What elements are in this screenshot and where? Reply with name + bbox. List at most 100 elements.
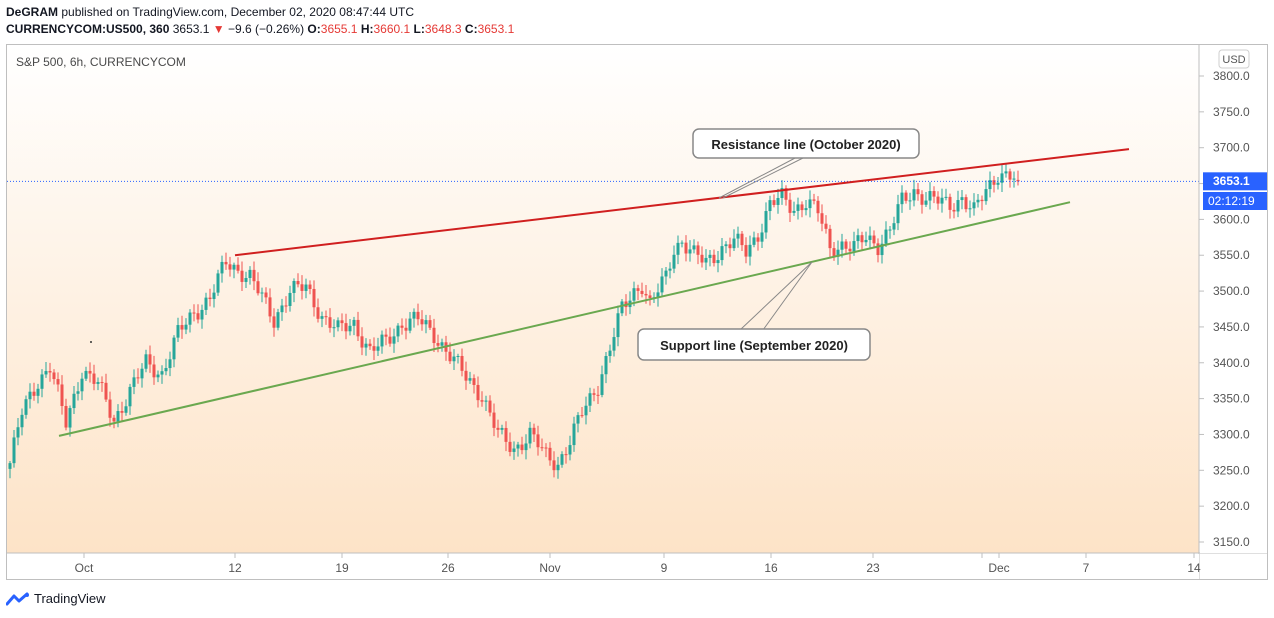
support-line[interactable] (58, 201, 1071, 437)
candle-body (108, 399, 112, 418)
candle-body (284, 305, 288, 307)
candle-body (28, 391, 32, 400)
candle-body (972, 202, 976, 209)
resistance-label: Resistance line (October 2020) (711, 137, 900, 152)
candle-body (56, 379, 60, 385)
candle-body (392, 336, 396, 344)
support-callout[interactable]: Support line (September 2020) (637, 261, 871, 361)
candle-body (488, 400, 492, 413)
candle-body (916, 189, 920, 195)
candle-body (792, 210, 796, 213)
candle-body (524, 443, 528, 451)
time-axis[interactable] (7, 554, 1199, 580)
time-tick-label: 7 (1083, 561, 1090, 575)
candle-body (48, 371, 52, 373)
candle-body (852, 241, 856, 252)
candle-body (960, 197, 964, 201)
candle-body (316, 307, 320, 319)
candle-body (724, 244, 728, 247)
candle-body (932, 191, 936, 197)
candle-body (820, 213, 824, 224)
candle-body (456, 355, 460, 357)
chart-container[interactable]: Resistance line (October 2020) Support l… (6, 44, 1268, 580)
candle-body (992, 180, 996, 185)
candle-body (164, 368, 168, 372)
candle-body (684, 242, 688, 254)
candle-body (576, 415, 580, 424)
high-label: H: (360, 22, 374, 36)
candle-body (828, 228, 832, 249)
branding-text: TradingView (34, 591, 106, 606)
candle-body (884, 229, 888, 244)
candle-body (980, 199, 984, 202)
candle-body (100, 382, 104, 384)
candle-body (748, 244, 752, 257)
candle-body (648, 295, 652, 299)
candle-body (384, 334, 388, 337)
candle-body (720, 246, 724, 261)
candle-body (996, 182, 1000, 185)
candle-body (920, 194, 924, 205)
tradingview-branding[interactable]: TradingView (6, 591, 106, 606)
candle-body (512, 448, 516, 452)
candle-body (320, 316, 324, 319)
time-axis-ticks: Oct 12 19 26 Nov 9 16 23 Dec 7 14 (75, 553, 1201, 575)
candle-body (928, 191, 932, 201)
candle-body (552, 460, 556, 471)
candle-body (768, 200, 772, 212)
close-label: C: (464, 22, 478, 36)
time-tick-label: Dec (988, 561, 1009, 575)
candle-body (528, 427, 532, 444)
candle-body (716, 260, 720, 264)
candle-body (764, 211, 768, 233)
candle-body (772, 200, 776, 205)
candle-body (364, 343, 368, 348)
candle-body (208, 297, 212, 300)
price-tick-label: 3300.0 (1213, 427, 1250, 441)
candle-body (336, 320, 340, 328)
candle-body (88, 370, 92, 374)
candle-body (224, 261, 228, 265)
candle-body (92, 373, 96, 384)
candle-body (756, 237, 760, 242)
candle-body (188, 312, 192, 325)
candle-body (564, 454, 568, 456)
candle-body (844, 241, 848, 249)
candle-body (452, 356, 456, 362)
open-label: O: (307, 22, 321, 36)
candle-body (12, 437, 16, 464)
candle-body (180, 325, 184, 330)
candle-body (572, 423, 576, 446)
candle-body (400, 325, 404, 328)
plot-background (7, 45, 1199, 553)
candlestick-chart[interactable]: Resistance line (October 2020) Support l… (7, 45, 1268, 580)
price-axis[interactable] (1200, 45, 1268, 553)
candle-body (668, 268, 672, 271)
last-price-text: 3653.1 (172, 22, 210, 36)
resistance-line[interactable] (234, 148, 1130, 257)
candle-body (260, 292, 264, 294)
candle-body (904, 192, 908, 201)
candle-body (240, 270, 244, 282)
candle-body (700, 254, 704, 263)
candle-body (196, 313, 200, 320)
resistance-callout[interactable]: Resistance line (October 2020) (692, 128, 920, 199)
candle-body (148, 354, 152, 365)
price-tick-label: 3250.0 (1213, 463, 1250, 477)
published-text: published on TradingView.com, December 0… (61, 5, 415, 19)
candle-body (80, 378, 84, 392)
time-tick-label: 23 (866, 561, 880, 575)
candle-body (36, 388, 40, 396)
candle-body (20, 414, 24, 428)
candle-body (956, 200, 960, 212)
candle-body (600, 374, 604, 395)
currency-button[interactable] (1218, 49, 1250, 69)
candle-body (408, 318, 412, 331)
candle-body (440, 342, 444, 346)
publisher-name[interactable]: DeGRAM (6, 5, 59, 19)
candle-body (352, 319, 356, 326)
candle-body (948, 196, 952, 210)
support-label: Support line (September 2020) (660, 338, 848, 353)
candle-body (816, 200, 820, 214)
time-tick-label: Nov (539, 561, 560, 575)
